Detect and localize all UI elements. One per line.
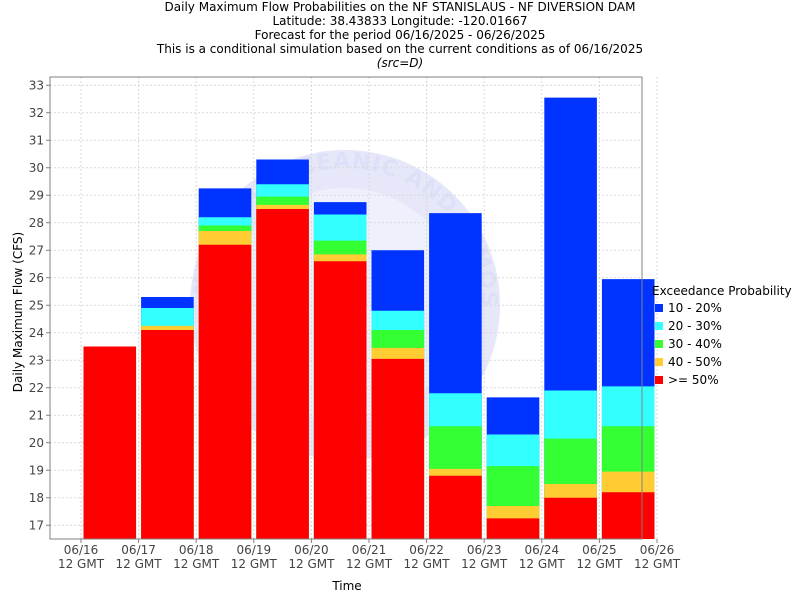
bar-9-ge-50: [601, 492, 655, 539]
chart-axes: 171819202122232425262728293031323306/161…: [29, 76, 681, 571]
chart-subtitle-period: Forecast for the period 06/16/2025 - 06/…: [254, 28, 546, 42]
bar-8-ge-50: [544, 497, 597, 539]
legend-item-ge-50: >= 50%: [652, 371, 800, 389]
y-tick-label: 33: [29, 78, 44, 92]
bar-5-ge-50: [371, 358, 425, 539]
bar-6-ge-50: [429, 475, 482, 539]
chart-title-block: Daily Maximum Flow Probabilities on the …: [0, 0, 800, 70]
legend-label-30-40: 30 - 40%: [668, 337, 722, 351]
y-tick-label: 27: [29, 243, 44, 257]
x-tick-label-time: 12 GMT: [634, 557, 681, 571]
x-tick-label-date: 06/22: [409, 543, 444, 557]
bar-4-ge-50: [313, 261, 367, 539]
y-tick-label: 18: [29, 491, 44, 505]
y-tick-label: 17: [29, 518, 44, 532]
x-tick-label-time: 12 GMT: [461, 557, 508, 571]
y-tick-label: 32: [29, 106, 44, 120]
x-tick-label-time: 12 GMT: [404, 557, 451, 571]
x-tick-label-time: 12 GMT: [58, 557, 105, 571]
legend-label-ge-50: >= 50%: [668, 373, 719, 387]
x-tick-label-time: 12 GMT: [346, 557, 393, 571]
x-tick-label-time: 12 GMT: [576, 557, 623, 571]
chart-title: Daily Maximum Flow Probabilities on the …: [164, 0, 636, 14]
y-tick-label: 25: [29, 298, 44, 312]
bar-7-ge-50: [486, 518, 540, 539]
legend-swatch-30-40: [655, 340, 663, 348]
chart-bars: [83, 97, 655, 539]
bar-2-ge-50: [198, 244, 252, 539]
bar-3-ge-50: [256, 209, 309, 539]
y-tick-label: 30: [29, 161, 44, 175]
y-axis-label: Daily Maximum Flow (CFS): [11, 232, 25, 392]
legend-item-20-30: 20 - 30%: [652, 317, 800, 335]
plot-border: [49, 76, 643, 540]
legend-label-40-50: 40 - 50%: [668, 355, 722, 369]
x-tick-label-date: 06/20: [294, 543, 329, 557]
y-tick-label: 26: [29, 271, 44, 285]
y-tick-label: 22: [29, 381, 44, 395]
x-tick-label-time: 12 GMT: [288, 557, 335, 571]
legend-label-10-20: 10 - 20%: [668, 301, 722, 315]
y-tick-label: 21: [29, 408, 44, 422]
x-tick-label-date: 06/16: [64, 543, 99, 557]
y-tick-label: 20: [29, 436, 44, 450]
x-axis-label: Time: [331, 579, 361, 593]
legend-swatch-ge-50: [655, 376, 663, 384]
x-tick-label-time: 12 GMT: [231, 557, 278, 571]
legend-item-10-20: 10 - 20%: [652, 299, 800, 317]
x-tick-label-date: 06/18: [179, 543, 214, 557]
legend-swatch-10-20: [655, 304, 663, 312]
legend: Exceedance Probability 10 - 20% 20 - 30%…: [652, 283, 800, 389]
x-tick-label-time: 12 GMT: [519, 557, 566, 571]
legend-swatch-20-30: [655, 322, 663, 330]
x-tick-label-date: 06/21: [352, 543, 387, 557]
y-tick-label: 31: [29, 133, 44, 147]
legend-title: Exceedance Probability: [652, 284, 792, 298]
legend-swatch-40-50: [655, 358, 663, 366]
y-tick-label: 24: [29, 326, 44, 340]
x-tick-label-date: 06/17: [121, 543, 156, 557]
x-tick-label-time: 12 GMT: [173, 557, 220, 571]
y-tick-label: 23: [29, 353, 44, 367]
y-tick-label: 19: [29, 463, 44, 477]
x-tick-label-date: 06/19: [237, 543, 272, 557]
chart-subtitle-location: Latitude: 38.43833 Longitude: -120.01667: [272, 14, 528, 28]
y-tick-label: 29: [29, 188, 44, 202]
x-tick-label-time: 12 GMT: [116, 557, 163, 571]
legend-label-20-30: 20 - 30%: [668, 319, 722, 333]
y-tick-label: 28: [29, 216, 44, 230]
x-tick-label-date: 06/25: [582, 543, 617, 557]
legend-item-40-50: 40 - 50%: [652, 353, 800, 371]
chart-subtitle-conditions: This is a conditional simulation based o…: [156, 42, 644, 56]
legend-item-30-40: 30 - 40%: [652, 335, 800, 353]
bar-0-ge-50: [83, 346, 137, 539]
chart-subtitle-source: (src=D): [376, 56, 424, 70]
x-tick-label-date: 06/23: [467, 543, 502, 557]
x-tick-label-date: 06/26: [640, 543, 675, 557]
x-tick-label-date: 06/24: [525, 543, 560, 557]
bar-1-ge-50: [141, 330, 194, 539]
